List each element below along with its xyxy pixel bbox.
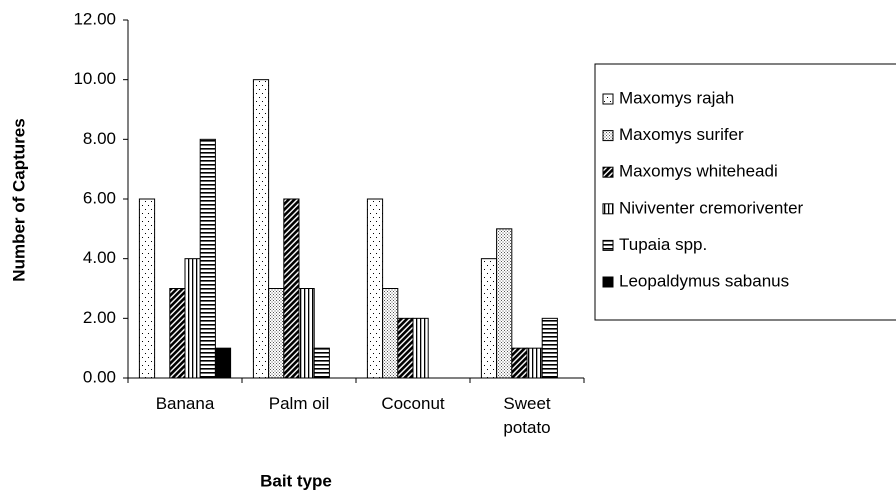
bar — [313, 347, 330, 379]
x-tick-label: Sweet potato — [503, 394, 551, 437]
y-tick-label: 12.00 — [73, 9, 116, 28]
bar — [526, 347, 543, 379]
bar — [199, 138, 216, 379]
bar — [382, 288, 399, 379]
bar — [138, 198, 156, 379]
legend-swatch — [602, 93, 614, 105]
y-tick-label: 4.00 — [83, 248, 116, 267]
legend-label: Niviventer cremoriventer — [619, 198, 804, 217]
legend-swatch — [602, 203, 614, 215]
bar — [412, 317, 429, 379]
legend-label: Tupaia spp. — [619, 235, 707, 254]
bar — [366, 198, 384, 379]
legend-swatch — [602, 276, 614, 288]
x-tick-label: Palm oil — [268, 394, 330, 413]
y-axis-title: Number of Captures — [9, 118, 28, 281]
legend-label: Maxomys rajah — [619, 88, 734, 107]
legend-swatch — [602, 166, 614, 178]
y-tick-label: 0.00 — [83, 367, 116, 386]
bar — [496, 228, 513, 379]
bar — [298, 288, 315, 379]
bar — [283, 198, 300, 379]
y-tick-label: 8.00 — [83, 129, 116, 148]
legend-label: Maxomys surifer — [619, 125, 744, 144]
bar — [214, 347, 232, 379]
y-tick-label: 2.00 — [83, 308, 116, 327]
x-axis-title: Bait type — [260, 471, 332, 490]
legend-swatch — [602, 239, 614, 251]
bar — [252, 79, 270, 379]
bar — [184, 258, 201, 379]
bar — [169, 288, 186, 379]
bar — [480, 258, 498, 379]
legend-label: Maxomys whiteheadi — [619, 162, 778, 181]
legend-box — [594, 63, 896, 321]
bar — [397, 317, 414, 379]
x-tick-label: Coconut — [381, 394, 445, 413]
y-tick-label: 6.00 — [83, 188, 116, 207]
bar — [541, 317, 558, 379]
legend-label: Leopaldymus sabanus — [619, 271, 789, 290]
y-tick-label: 10.00 — [73, 69, 116, 88]
bar — [268, 288, 285, 379]
bar — [511, 347, 528, 379]
x-tick-label: Banana — [155, 394, 215, 413]
legend-swatch — [602, 130, 614, 142]
